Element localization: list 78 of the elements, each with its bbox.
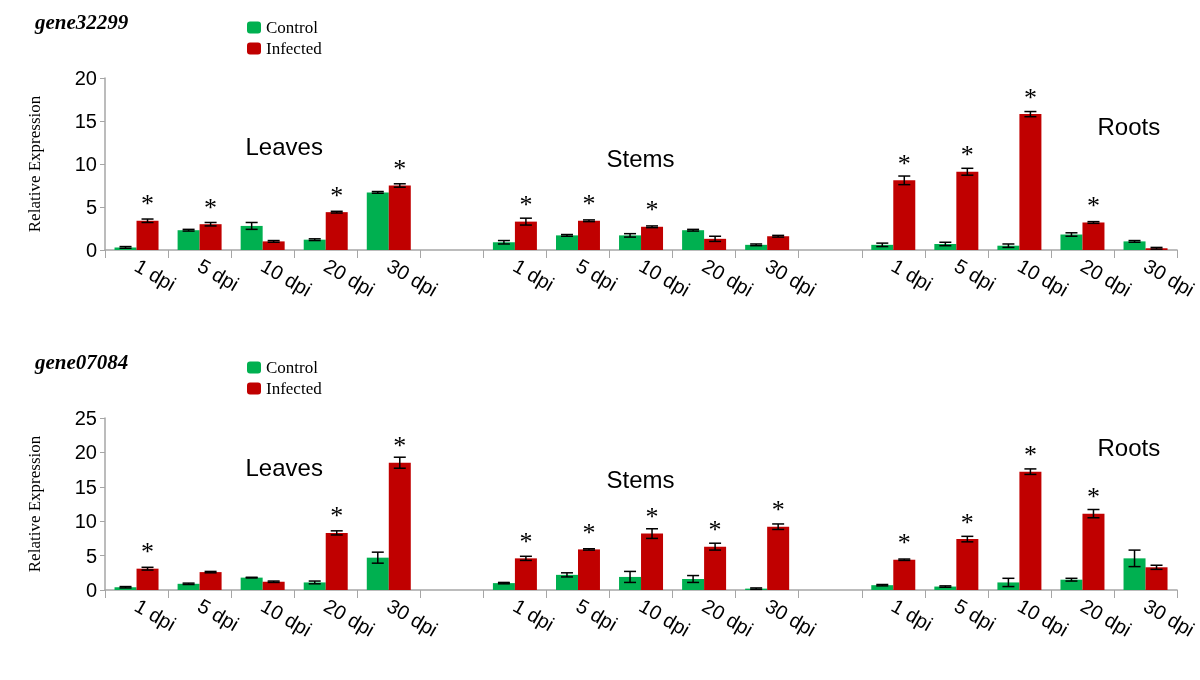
chart-title: gene32299	[34, 9, 129, 34]
x-tick-label: 20 dpi	[1076, 594, 1136, 641]
data-label: *	[708, 515, 722, 545]
x-tick-label: 10 dpi	[635, 594, 694, 641]
data-label: *	[393, 431, 407, 461]
chart-title: gene07084	[34, 349, 129, 374]
x-tick-label: 10 dpi	[1013, 254, 1073, 301]
x-tick-label: 1 dpi	[887, 594, 937, 636]
x-tick-label: 1 dpi	[887, 254, 937, 296]
data-label: *	[393, 154, 407, 183]
data-label: *	[897, 148, 911, 178]
legend-label: Control	[266, 18, 319, 37]
data-label: *	[1023, 440, 1037, 470]
data-label: *	[960, 507, 974, 537]
y-axis-title: Relative Expression	[25, 95, 44, 233]
data-label: *	[519, 526, 533, 556]
data-label: *	[141, 537, 155, 567]
x-tick-label: 5 dpi	[194, 254, 243, 296]
x-tick-label: 30 dpi	[1140, 254, 1199, 301]
data-label: *	[645, 502, 659, 532]
y-tick-label: 20	[74, 67, 97, 89]
y-tick-label: 5	[85, 544, 97, 567]
data-label: *	[1023, 82, 1037, 112]
annotation: Roots	[1097, 113, 1161, 141]
x-tick-label: 10 dpi	[635, 254, 694, 301]
x-tick-label: 10 dpi	[257, 254, 316, 301]
x-tick-label: 30 dpi	[1140, 594, 1199, 641]
x-tick-label: 10 dpi	[1013, 594, 1073, 641]
data-label: *	[645, 195, 659, 225]
y-tick-label: 15	[74, 475, 97, 498]
x-tick-label: 5 dpi	[194, 594, 243, 636]
annotation: Leaves	[245, 133, 323, 161]
data-label: *	[582, 189, 596, 219]
legend-label: Infected	[266, 39, 323, 58]
x-tick-label: 5 dpi	[572, 254, 622, 296]
y-tick-label: 10	[74, 153, 97, 175]
y-tick-label: 10	[74, 510, 97, 533]
data-label: *	[519, 190, 533, 220]
x-tick-label: 1 dpi	[509, 254, 558, 296]
x-tick-label: 20 dpi	[320, 594, 379, 641]
x-tick-label: 1 dpi	[131, 594, 180, 636]
data-label: *	[771, 495, 785, 525]
x-tick-label: 10 dpi	[257, 594, 316, 641]
x-tick-label: 1 dpi	[509, 594, 558, 636]
annotation: Stems	[606, 466, 675, 494]
x-tick-label: 5 dpi	[950, 254, 1000, 296]
x-tick-label: 30 dpi	[761, 594, 820, 641]
y-tick-label: 0	[85, 239, 97, 261]
data-label: *	[330, 180, 344, 210]
annotation: Stems	[606, 145, 675, 173]
x-tick-label: 30 dpi	[761, 254, 820, 301]
legend-label: Infected	[266, 379, 323, 398]
x-tick-label: 20 dpi	[698, 254, 757, 301]
y-tick-label: 20	[74, 441, 97, 464]
annotation: Roots	[1097, 434, 1161, 462]
y-tick-label: 25	[74, 407, 97, 429]
data-label: *	[1086, 482, 1100, 512]
data-label: *	[1086, 190, 1100, 220]
x-tick-label: 5 dpi	[950, 594, 1000, 636]
data-label: *	[204, 192, 218, 222]
data-label: *	[330, 501, 344, 531]
annotation: Leaves	[245, 454, 323, 482]
data-label: *	[141, 189, 155, 219]
legend-label: Control	[266, 358, 319, 377]
x-tick-label: 20 dpi	[1076, 254, 1136, 301]
x-tick-label: 30 dpi	[383, 594, 442, 641]
x-tick-label: 20 dpi	[320, 254, 379, 301]
x-tick-label: 1 dpi	[131, 254, 180, 296]
x-tick-label: 5 dpi	[572, 594, 622, 636]
y-tick-label: 5	[85, 196, 97, 218]
y-tick-label: 15	[74, 110, 97, 132]
x-tick-label: 20 dpi	[698, 594, 757, 641]
y-axis-title: Relative Expression	[25, 435, 44, 573]
data-label: *	[582, 517, 596, 547]
data-label: *	[960, 140, 974, 170]
data-label: *	[897, 528, 911, 558]
y-tick-label: 0	[85, 579, 97, 601]
x-tick-label: 30 dpi	[383, 254, 442, 301]
